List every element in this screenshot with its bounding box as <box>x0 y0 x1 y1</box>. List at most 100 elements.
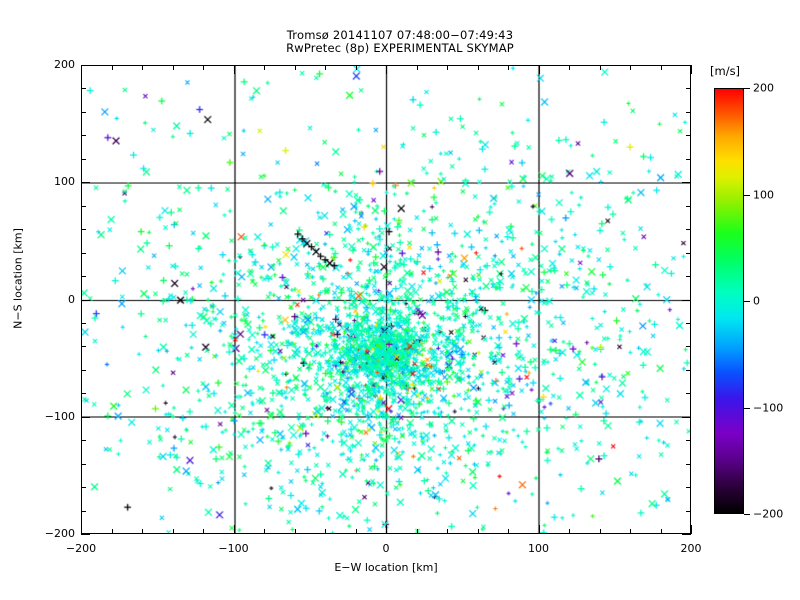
y-tick <box>686 440 691 442</box>
x-tick <box>81 65 82 74</box>
y-tick-label: 0 <box>68 292 75 306</box>
y-tick <box>81 369 86 371</box>
x-tick <box>416 65 418 70</box>
x-tick <box>508 529 509 534</box>
x-tick-label: 100 <box>528 542 549 555</box>
x-tick <box>508 65 509 70</box>
y-tick <box>686 393 691 395</box>
x-tick <box>416 529 418 534</box>
x-tick <box>630 529 631 534</box>
y-tick-label: 100 <box>54 175 75 189</box>
y-tick <box>686 276 691 278</box>
y-tick <box>81 416 90 418</box>
colorbar-tick-label: 100 <box>753 188 774 201</box>
colorbar-tick-label: 200 <box>753 81 774 95</box>
x-tick <box>599 65 601 70</box>
y-tick <box>682 65 691 66</box>
x-tick <box>81 525 82 534</box>
y-tick <box>81 182 90 184</box>
y-tick <box>81 252 86 254</box>
colorbar-tick-label: −200 <box>753 507 784 521</box>
x-tick <box>691 525 692 534</box>
y-tick <box>682 416 691 418</box>
x-tick <box>111 65 113 70</box>
y-tick <box>81 534 90 535</box>
x-tick <box>142 529 143 534</box>
y-tick <box>686 229 691 231</box>
x-tick <box>691 65 692 74</box>
y-tick <box>81 299 90 301</box>
y-tick <box>81 463 86 465</box>
x-tick <box>203 65 204 70</box>
figure-title-line1: Tromsø 20141107 07:48:00−07:49:43 <box>286 28 514 42</box>
y-tick <box>81 487 86 489</box>
figure-title-line2: RwPretec (8p) EXPERIMENTAL SKYMAP <box>286 41 514 55</box>
y-tick <box>81 510 86 512</box>
y-tick <box>81 65 90 66</box>
x-tick-label: 200 <box>680 542 702 555</box>
x-tick <box>264 529 265 534</box>
colorbar-tick <box>744 88 750 89</box>
y-tick <box>686 252 691 254</box>
x-tick-label: −100 <box>218 542 249 555</box>
x-axis-title: E−W location [km] <box>334 561 438 574</box>
y-tick <box>686 510 691 512</box>
x-tick <box>386 65 387 74</box>
y-tick <box>686 322 691 324</box>
x-tick <box>538 525 540 534</box>
colorbar-gradient <box>714 88 744 514</box>
y-tick <box>81 88 86 90</box>
y-tick <box>81 158 86 160</box>
y-tick <box>81 205 86 207</box>
y-tick <box>686 135 691 137</box>
x-tick <box>569 65 570 70</box>
y-tick <box>81 135 86 137</box>
x-tick <box>660 65 662 70</box>
colorbar-tick <box>744 407 750 409</box>
x-tick <box>660 529 662 534</box>
y-tick <box>682 182 691 184</box>
x-tick <box>233 65 235 74</box>
x-tick <box>203 529 204 534</box>
x-tick <box>477 529 479 534</box>
y-tick <box>686 111 691 113</box>
x-tick <box>569 529 570 534</box>
x-tick <box>172 65 174 70</box>
colorbar-tick <box>744 301 750 302</box>
plot-area <box>81 65 691 534</box>
x-tick-label: −200 <box>65 542 97 555</box>
x-tick <box>111 529 113 534</box>
y-tick-label: 200 <box>54 58 75 71</box>
colorbar-tick <box>744 194 750 196</box>
y-tick <box>682 299 691 301</box>
y-tick <box>81 229 86 231</box>
y-tick <box>81 322 86 324</box>
scatter-plot-canvas <box>82 66 690 533</box>
colorbar-unit-label: [m/s] <box>710 64 741 78</box>
y-tick <box>686 158 691 160</box>
colorbar-tick <box>744 514 750 515</box>
x-tick <box>538 65 540 74</box>
y-tick <box>686 487 691 489</box>
y-tick-label: −100 <box>44 409 75 423</box>
x-tick <box>355 529 357 534</box>
x-tick <box>447 65 448 70</box>
x-tick <box>630 65 631 70</box>
colorbar: 200 100 0 −100 −200 <box>714 82 783 521</box>
x-tick <box>386 525 387 534</box>
x-tick <box>325 65 326 70</box>
y-axis-title: N−S location [km] <box>11 228 25 329</box>
y-tick <box>686 463 691 465</box>
x-tick <box>233 525 235 534</box>
x-tick <box>477 65 479 70</box>
colorbar-tick-label: 0 <box>753 294 760 308</box>
x-tick <box>294 529 296 534</box>
y-tick <box>686 205 691 207</box>
y-tick <box>686 346 691 348</box>
y-tick-label: −200 <box>44 527 75 540</box>
x-tick <box>142 65 143 70</box>
y-tick <box>682 534 691 535</box>
colorbar-tick-label: −100 <box>753 401 784 414</box>
y-tick <box>81 440 86 442</box>
